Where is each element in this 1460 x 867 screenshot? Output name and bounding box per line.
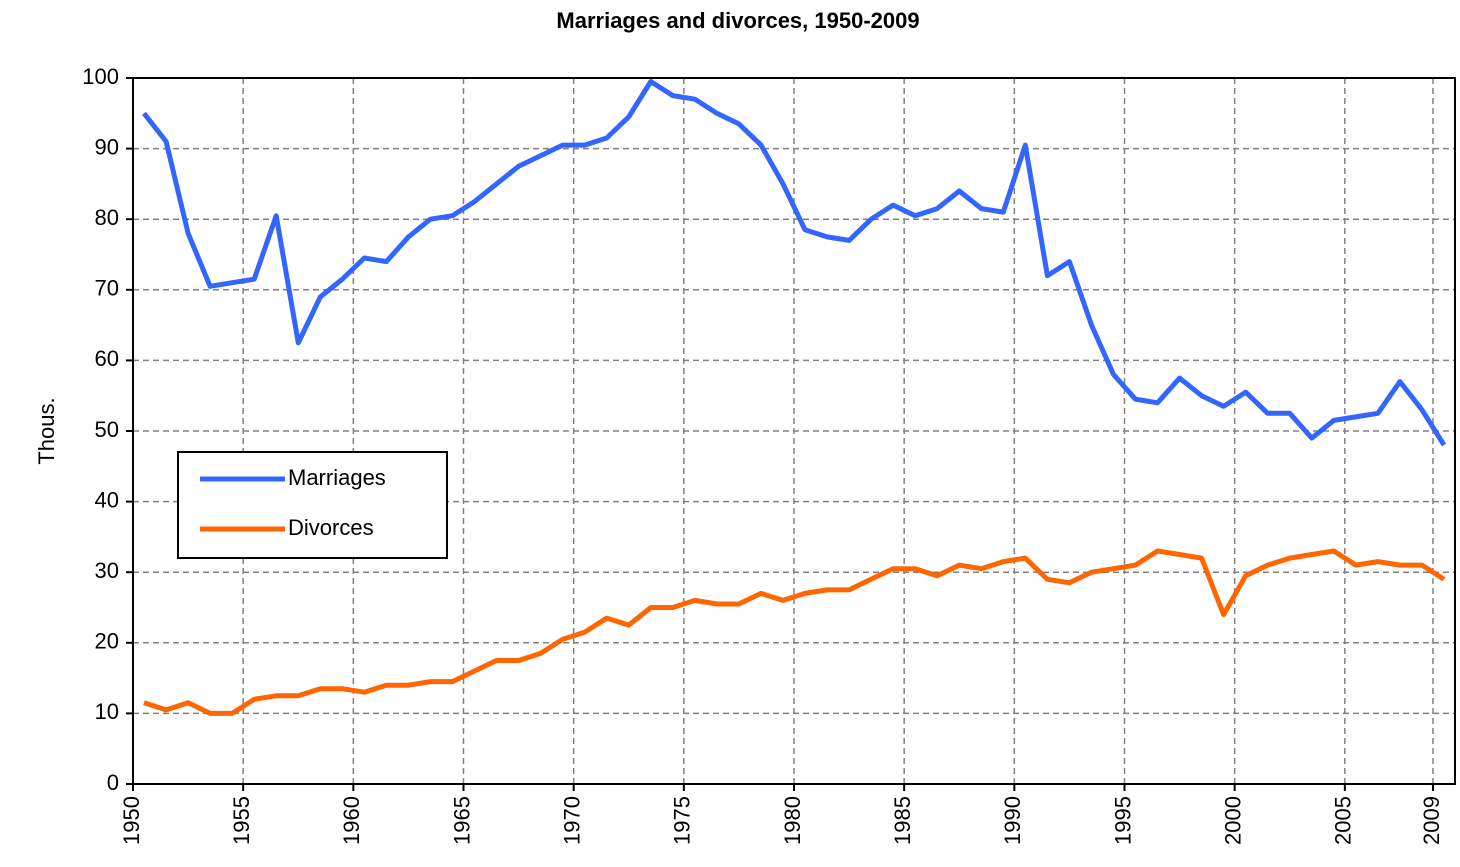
y-tick-label: 30 [95,558,119,583]
x-tick-label: 1965 [449,796,474,845]
legend-label: Divorces [288,515,374,540]
x-tick-label: 1980 [780,796,805,845]
legend-box [177,451,448,559]
x-tick-label: 1995 [1110,796,1135,845]
x-tick-label: 2005 [1331,796,1356,845]
data-line [142,79,1447,447]
y-tick-label: 60 [95,346,119,371]
y-tick-label: 70 [95,276,119,301]
x-tick-label: 1985 [890,796,915,845]
legend: Marriages Divorces [177,451,448,559]
x-tick-label: 1955 [229,796,254,845]
y-axis-label: Thous. [34,397,59,464]
plot-border [132,77,1456,785]
x-tick-label: 1950 [119,796,144,845]
y-tick-label: 90 [95,134,119,159]
chart-title: Marriages and divorces, 1950-2009 [556,8,919,33]
y-tick-label: 40 [95,487,119,512]
x-tick-label: 1960 [339,796,364,845]
data-line [143,548,1446,716]
y-tick-label: 0 [107,770,119,795]
legend-label: Marriages [288,465,386,490]
x-tick-label: 1970 [559,796,584,845]
y-tick-label: 100 [82,64,119,89]
y-tick-label: 80 [95,205,119,230]
y-tick-label: 50 [95,417,119,442]
y-tick-label: 20 [95,629,119,654]
x-tick-label: 1990 [1000,796,1025,845]
x-tick-label: 2000 [1220,796,1245,845]
x-tick-label: 1975 [670,796,695,845]
y-tick-label: 10 [95,699,119,724]
x-tick-label: 2009 [1419,796,1444,845]
